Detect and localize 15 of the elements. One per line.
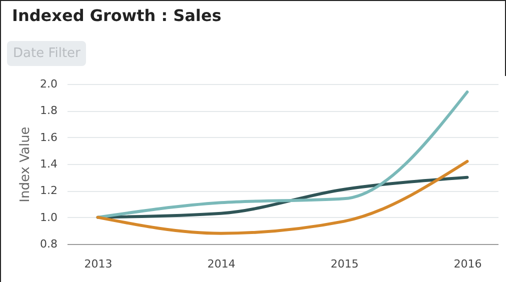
chart-title: Indexed Growth : Sales bbox=[12, 6, 222, 25]
y-tick-label: 1.8 bbox=[40, 104, 58, 118]
line-series bbox=[96, 160, 469, 235]
line-series bbox=[96, 90, 469, 219]
y-tick-label: 1.4 bbox=[40, 158, 58, 170]
y-tick-label: 1.0 bbox=[40, 210, 58, 224]
y-tick-label: 0.8 bbox=[40, 238, 58, 250]
y-tick-label: 2.0 bbox=[40, 78, 58, 90]
y-tick-label: 1.6 bbox=[40, 130, 58, 144]
x-tick-label: 2016 bbox=[454, 258, 482, 270]
x-tick-label: 2013 bbox=[84, 258, 112, 270]
x-tick-label: 2014 bbox=[207, 258, 236, 270]
y-axis-title: Index Value bbox=[18, 126, 34, 202]
y-tick-label: 1.2 bbox=[40, 184, 58, 198]
x-tick-label: 2015 bbox=[330, 258, 359, 270]
